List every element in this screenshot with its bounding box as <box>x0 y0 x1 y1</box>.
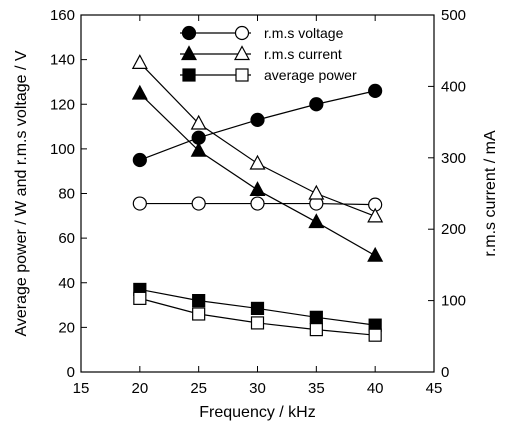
x-tick-label: 40 <box>367 380 384 397</box>
data-point-triangle-filled <box>249 181 266 197</box>
x-tick-label: 30 <box>249 380 266 397</box>
legend-marker-filled <box>181 25 197 41</box>
data-point-square-open <box>368 328 382 342</box>
data-point-square-open <box>133 291 147 305</box>
x-tick-label: 20 <box>131 380 148 397</box>
data-point-circle-filled <box>309 97 324 112</box>
axis-ticks: 15 20 25 30 35 40 4502040608010012014016001002… <box>50 7 466 397</box>
y-left-tick-label: 160 <box>50 7 75 24</box>
data-point-triangle-filled <box>308 213 325 229</box>
y-right-tick-label: 200 <box>441 221 466 238</box>
legend-marker-open <box>235 68 249 82</box>
data-point-circle-filled <box>132 152 147 168</box>
y-left-tick-label: 140 <box>50 52 75 69</box>
data-point-square-filled <box>309 310 323 324</box>
data-point-square-filled <box>250 301 265 316</box>
legend-marker-open <box>233 45 251 61</box>
legend-marker-open <box>234 25 250 41</box>
y-axis-right-label: r.m.s current / mA <box>482 130 499 257</box>
data-point-triangle-open <box>308 184 325 200</box>
y-right-tick-label: 0 <box>441 364 449 381</box>
data-point-square-open <box>250 316 265 330</box>
data-point-triangle-filled <box>190 141 207 157</box>
legend-label: r.m.s current <box>264 46 342 62</box>
data-point-triangle-open <box>367 207 384 223</box>
y-left-tick-label: 40 <box>58 275 75 292</box>
legend-label: average power <box>264 67 357 83</box>
data-point-square-open <box>309 323 323 337</box>
legend-marker-filled <box>180 45 198 61</box>
chart-legend: r.m.s voltage r.m.s current average power <box>180 25 357 83</box>
y-left-tick-label: 0 <box>67 364 75 381</box>
y-right-tick-label: 500 <box>441 7 466 24</box>
y-left-tick-label: 120 <box>50 96 75 113</box>
data-point-circle-filled <box>368 83 383 98</box>
data-point-circle-open <box>132 196 147 211</box>
data-point-square-filled <box>192 294 206 308</box>
data-point-triangle-open <box>190 114 207 130</box>
legend-label: r.m.s voltage <box>264 25 344 41</box>
y-left-tick-label: 60 <box>58 230 75 247</box>
data-point-circle-open <box>250 196 265 211</box>
y-left-tick-label: 20 <box>58 319 75 336</box>
x-tick-label: 35 <box>308 380 325 397</box>
data-point-triangle-filled <box>131 84 148 100</box>
data-point-triangle-open <box>249 154 266 170</box>
y-left-tick-label: 100 <box>50 141 75 158</box>
y-left-tick-label: 80 <box>58 186 75 203</box>
x-axis-label: Frequency / kHz <box>199 404 315 421</box>
y-right-tick-label: 100 <box>441 293 466 310</box>
data-point-triangle-open <box>131 54 148 69</box>
y-right-tick-label: 400 <box>441 78 466 95</box>
x-tick-label: 15 <box>73 380 90 397</box>
x-tick-label: 45 <box>426 380 443 397</box>
data-point-square-open <box>192 307 206 321</box>
data-point-circle-filled <box>250 112 265 127</box>
data-point-circle-open <box>191 196 206 211</box>
legend-marker-filled <box>182 68 196 82</box>
x-tick-label: 25 <box>190 380 207 397</box>
data-point-triangle-filled <box>367 246 384 262</box>
y-axis-left-label: Average power / W and r.m.s voltage / V <box>13 50 30 336</box>
chart-series <box>131 54 384 342</box>
y-right-tick-label: 300 <box>441 150 466 167</box>
